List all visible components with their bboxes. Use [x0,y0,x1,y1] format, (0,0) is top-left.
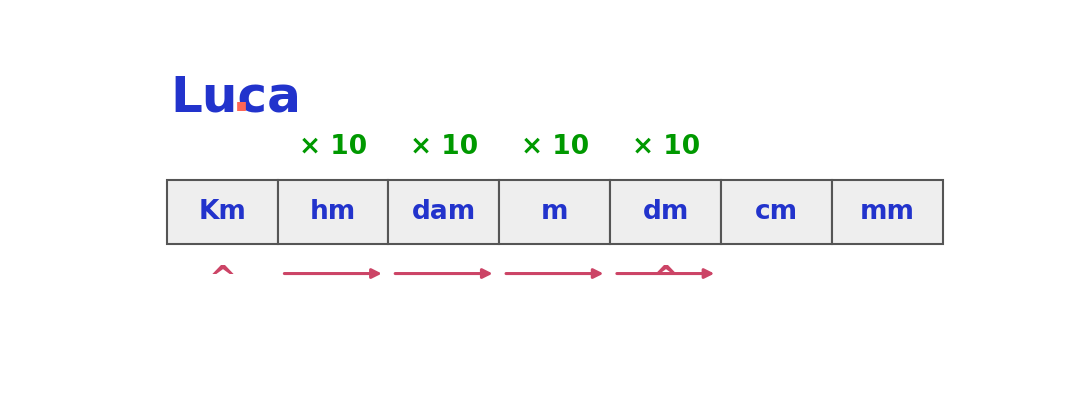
Text: mm: mm [860,199,915,225]
Text: × 10: × 10 [632,134,700,160]
Text: .: . [232,73,251,121]
Bar [278,180,389,244]
Bar [721,180,832,244]
Text: × 10: × 10 [299,134,367,160]
Text: ^: ^ [651,263,679,297]
Bar [166,180,278,244]
Text: Luca: Luca [171,73,301,121]
Text: × 10: × 10 [521,134,589,160]
Text: hm: hm [310,199,356,225]
Bar [499,180,610,244]
Bar [389,180,499,244]
Text: dam: dam [411,199,476,225]
Text: dm: dm [643,199,689,225]
Text: ^: ^ [208,263,237,297]
Text: m: m [541,199,568,225]
Bar [610,180,721,244]
Text: Km: Km [199,199,246,225]
Text: × 10: × 10 [409,134,478,160]
Bar [832,180,943,244]
Text: cm: cm [755,199,798,225]
